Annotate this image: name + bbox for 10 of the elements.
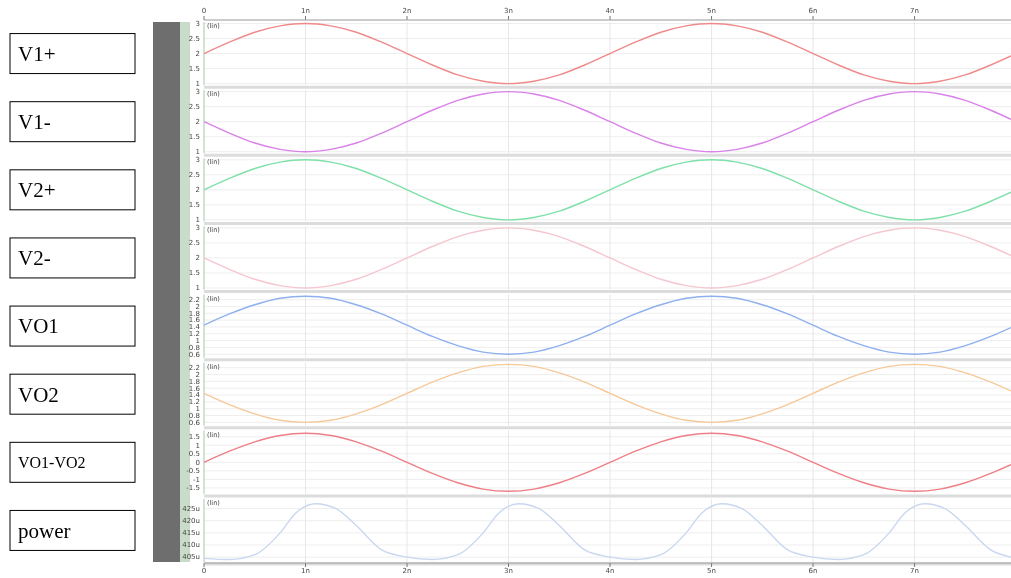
y-axis-title: VO1 (18, 314, 59, 339)
line-series (203, 295, 1011, 355)
y-axis-title: VO2 (18, 382, 59, 407)
y-axis-title: V1- (18, 110, 51, 135)
line-series (203, 227, 1011, 289)
y-axis-title: V2+ (18, 178, 56, 203)
y-axis-title: V2- (18, 246, 51, 271)
y-axis-title: power (18, 518, 71, 543)
y-axis-title: VO1-VO2 (18, 453, 86, 471)
y-axis-title: V1+ (18, 41, 56, 66)
